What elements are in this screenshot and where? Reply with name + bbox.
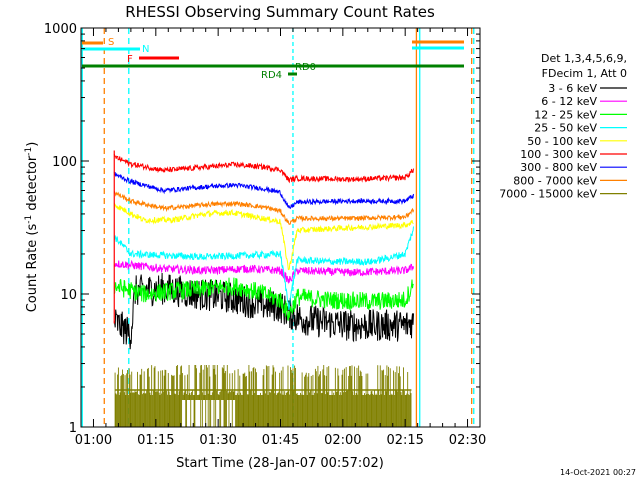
flag-label-S: S — [108, 37, 114, 48]
legend-header-decimation: FDecim 1, Att 0 — [542, 67, 627, 80]
y-axis-label: Count Rate (s-1 detector-1) — [24, 142, 40, 313]
legend-label-3-6keV: 3 - 6 keV — [548, 82, 597, 95]
series-line-25-50keV — [113, 226, 414, 311]
series-line-300-800keV — [113, 171, 414, 210]
x-tick-label-0115: 01:15 — [137, 433, 174, 448]
axis-frame: 1 10 100 1000 01:00 01:15 01:30 01:45 02:00 02:15… — [44, 22, 486, 448]
series-line-7000-15000keV — [114, 365, 412, 427]
x-tick-label-0230: 02:30 — [449, 433, 486, 448]
x-tick-label-0145: 01:45 — [262, 433, 299, 448]
x-tick-label-0200: 02:00 — [324, 433, 361, 448]
y-tick-label-10: 10 — [60, 288, 77, 303]
x-tick-label-0215: 02:15 — [386, 433, 423, 448]
y-tick-label-1000: 1000 — [44, 22, 77, 37]
series-line-3-6keV — [113, 272, 414, 350]
series-line-100-300keV — [113, 153, 414, 184]
x-tick-label-0130: 01:30 — [199, 433, 236, 448]
legend-header-detectors: Det 1,3,4,5,6,9, — [541, 52, 627, 65]
series-line-12-25keV — [113, 277, 414, 321]
series-line-800-7000keV — [113, 190, 414, 225]
flag-label-RD4: RD4 — [261, 70, 282, 81]
legend-label-800-7000keV: 800 - 7000 keV — [513, 174, 597, 187]
legend-label-6-12keV: 6 - 12 keV — [541, 95, 597, 108]
generation-timestamp: 14-Oct-2021 00:27 — [560, 468, 636, 477]
x-axis-label: Start Time (28-Jan-07 00:57:02) — [176, 456, 384, 471]
series-line-6-12keV — [114, 259, 414, 285]
y-tick-label-1: 1 — [69, 421, 77, 436]
chart-title: RHESSI Observing Summary Count Rates — [125, 3, 435, 21]
legend: Det 1,3,4,5,6,9, FDecim 1, Att 0 3 - 6 k… — [499, 52, 627, 201]
legend-label-12-25keV: 12 - 25 keV — [534, 108, 597, 121]
y-tick-label-100: 100 — [52, 155, 77, 170]
plot-area: S NF RD0 RD4 — [81, 28, 475, 427]
x-tick-label-0100: 01:00 — [75, 433, 112, 448]
legend-label-50-100keV: 50 - 100 keV — [527, 135, 597, 148]
legend-label-7000-15000keV: 7000 - 15000 keV — [499, 188, 597, 201]
series-line-50-100keV — [113, 202, 414, 271]
legend-label-300-800keV: 300 - 800 keV — [520, 161, 597, 174]
flag-label-RD0: RD0 — [295, 62, 316, 73]
legend-label-100-300keV: 100 - 300 keV — [520, 148, 597, 161]
flag-label-F: F — [127, 54, 133, 65]
legend-label-25-50keV: 25 - 50 keV — [534, 122, 597, 135]
flag-label-N: N — [142, 44, 149, 55]
